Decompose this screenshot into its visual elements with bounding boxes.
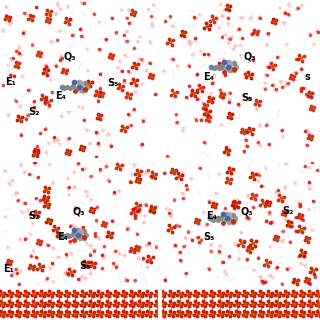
Text: S₂: S₂ xyxy=(28,211,40,221)
Text: E₄: E₄ xyxy=(203,72,214,82)
Text: Q₃: Q₃ xyxy=(244,51,256,61)
Text: E₁: E₁ xyxy=(5,77,16,87)
Text: s: s xyxy=(304,72,310,82)
Text: E₄: E₄ xyxy=(206,211,217,221)
Text: Q₃: Q₃ xyxy=(63,51,76,61)
Text: Q₃: Q₃ xyxy=(241,206,253,216)
Text: Q₃: Q₃ xyxy=(73,206,85,216)
Text: E₄: E₄ xyxy=(57,232,68,242)
Text: S₅: S₅ xyxy=(79,261,91,271)
Text: E₁: E₁ xyxy=(3,264,14,274)
Text: S₅: S₅ xyxy=(108,78,119,88)
Text: S₂: S₂ xyxy=(282,206,293,216)
Text: E₄: E₄ xyxy=(55,91,66,101)
Text: S₂: S₂ xyxy=(28,107,40,117)
Text: S₅: S₅ xyxy=(241,93,252,103)
Text: S₅: S₅ xyxy=(203,232,214,242)
